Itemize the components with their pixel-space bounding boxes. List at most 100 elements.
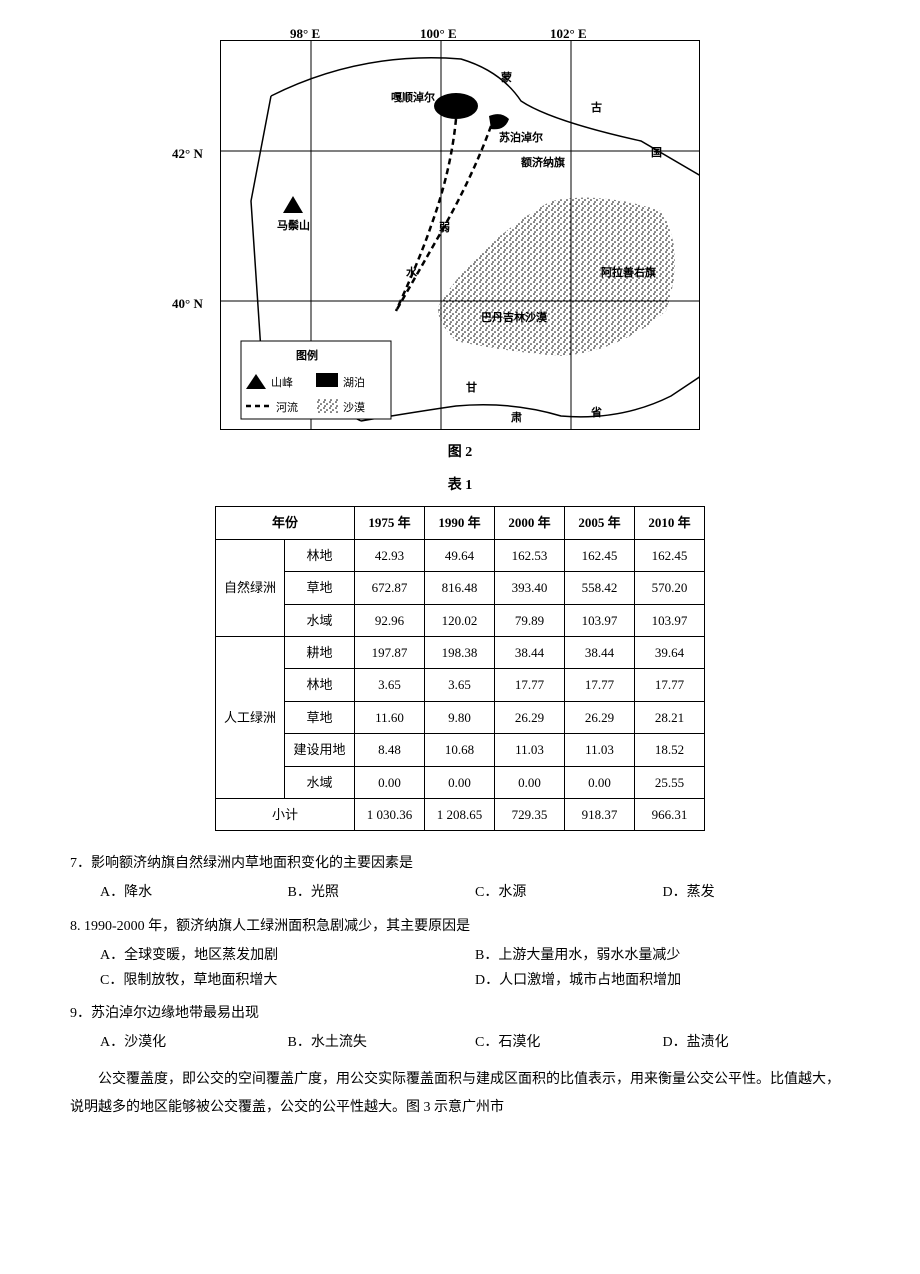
map-figure: 蒙 古 国 嘎顺淖尔 苏泊淖尔 额济纳旗 马鬃山 弱 水 阿拉善右旗 巴丹吉林沙…	[220, 40, 700, 430]
cell: 103.97	[565, 604, 635, 636]
label-mazong: 马鬃山	[277, 218, 310, 232]
lon-label-0: 98° E	[290, 22, 320, 45]
q9-c: C．石漠化	[475, 1030, 663, 1055]
label-mongolia1: 蒙	[501, 70, 512, 84]
year-2: 2000 年	[495, 507, 565, 539]
cell: 25.55	[635, 766, 705, 798]
cell: 3.65	[425, 669, 495, 701]
label-ejina: 额济纳旗	[521, 155, 565, 169]
q9-a: A．沙漠化	[100, 1030, 288, 1055]
cell: 558.42	[565, 572, 635, 604]
row-label: 水域	[285, 604, 355, 636]
legend-title: 图例	[296, 348, 318, 362]
q7-a: A．降水	[100, 880, 288, 905]
cell: 9.80	[425, 701, 495, 733]
row-label: 水域	[285, 766, 355, 798]
legend-desert: 沙漠	[343, 401, 365, 414]
cell: 11.60	[355, 701, 425, 733]
lon-label-2: 102° E	[550, 22, 587, 45]
label-shui: 水	[406, 265, 418, 279]
river-branch	[396, 119, 456, 311]
label-sheng: 省	[590, 405, 602, 419]
table-row: 林地 3.65 3.65 17.77 17.77 17.77	[215, 669, 704, 701]
table-row: 草地 672.87 816.48 393.40 558.42 570.20	[215, 572, 704, 604]
cell: 0.00	[355, 766, 425, 798]
mountain-marker	[283, 196, 303, 213]
cell: 17.77	[565, 669, 635, 701]
cell: 816.48	[425, 572, 495, 604]
row-label: 草地	[285, 572, 355, 604]
label-su: 肃	[511, 410, 522, 424]
legend-lake: 湖泊	[343, 376, 365, 389]
map-caption: 图 2	[70, 440, 850, 465]
label-gashun: 嘎顺淖尔	[391, 90, 435, 104]
cell: 0.00	[495, 766, 565, 798]
cell: 570.20	[635, 572, 705, 604]
label-alashan: 阿拉善右旗	[601, 265, 656, 279]
legend-river: 河流	[276, 400, 298, 414]
row-label: 林地	[285, 539, 355, 571]
cell: 39.64	[635, 636, 705, 668]
table-row: 自然绿洲 林地 42.93 49.64 162.53 162.45 162.45	[215, 539, 704, 571]
cell: 26.29	[495, 701, 565, 733]
data-table: 年份 1975 年 1990 年 2000 年 2005 年 2010 年 自然…	[215, 506, 705, 831]
q9-b: B．水土流失	[288, 1030, 476, 1055]
lake-subo	[489, 114, 509, 129]
row-label: 耕地	[285, 636, 355, 668]
table-header-row: 年份 1975 年 1990 年 2000 年 2005 年 2010 年	[215, 507, 704, 539]
q8-c: C．限制放牧，草地面积增大	[100, 968, 475, 993]
year-0: 1975 年	[355, 507, 425, 539]
cell: 17.77	[635, 669, 705, 701]
lat-label-0: 42° N	[172, 142, 203, 165]
cell: 18.52	[635, 734, 705, 766]
cell: 42.93	[355, 539, 425, 571]
table-row: 水域 0.00 0.00 0.00 0.00 25.55	[215, 766, 704, 798]
cell: 79.89	[495, 604, 565, 636]
q8-a: A．全球变暖，地区蒸发加剧	[100, 943, 475, 968]
table-row: 建设用地 8.48 10.68 11.03 11.03 18.52	[215, 734, 704, 766]
row-label: 草地	[285, 701, 355, 733]
lon-label-1: 100° E	[420, 22, 457, 45]
legend-desert-icon	[316, 399, 338, 413]
label-badain: 巴丹吉林沙漠	[481, 310, 548, 324]
cell: 26.29	[565, 701, 635, 733]
year-label: 年份	[215, 507, 354, 539]
label-subo: 苏泊淖尔	[499, 130, 543, 144]
border-south	[361, 376, 700, 421]
cell: 10.68	[425, 734, 495, 766]
cell: 0.00	[565, 766, 635, 798]
cell: 120.02	[425, 604, 495, 636]
q7-c: C．水源	[475, 880, 663, 905]
subtotal-label: 小计	[215, 798, 354, 830]
cell: 729.35	[495, 798, 565, 830]
q8-stem: 8. 1990-2000 年，额济纳旗人工绿洲面积急剧减少，其主要原因是	[70, 914, 850, 939]
cell: 197.87	[355, 636, 425, 668]
cell: 92.96	[355, 604, 425, 636]
cell: 672.87	[355, 572, 425, 604]
q8-d: D．人口激增，城市占地面积增加	[475, 968, 850, 993]
row-label: 林地	[285, 669, 355, 701]
label-gan: 甘	[466, 380, 477, 394]
border-north	[271, 58, 700, 176]
table-caption: 表 1	[70, 473, 850, 498]
cell: 49.64	[425, 539, 495, 571]
cell: 28.21	[635, 701, 705, 733]
table-row: 草地 11.60 9.80 26.29 26.29 28.21	[215, 701, 704, 733]
cell: 38.44	[495, 636, 565, 668]
table-row: 水域 92.96 120.02 79.89 103.97 103.97	[215, 604, 704, 636]
cell: 918.37	[565, 798, 635, 830]
label-ruo: 弱	[439, 221, 450, 234]
group-label-1: 人工绿洲	[215, 636, 284, 798]
table-subtotal-row: 小计 1 030.36 1 208.65 729.35 918.37 966.3…	[215, 798, 704, 830]
cell: 966.31	[635, 798, 705, 830]
q7-b: B．光照	[288, 880, 476, 905]
map-svg: 蒙 古 国 嘎顺淖尔 苏泊淖尔 额济纳旗 马鬃山 弱 水 阿拉善右旗 巴丹吉林沙…	[220, 40, 700, 430]
cell: 8.48	[355, 734, 425, 766]
lake-gashun	[434, 93, 478, 119]
q8-options: A．全球变暖，地区蒸发加剧 B．上游大量用水，弱水水量减少 C．限制放牧，草地面…	[100, 943, 850, 993]
cell: 38.44	[565, 636, 635, 668]
q9-d: D．盐渍化	[663, 1030, 851, 1055]
group-label-0: 自然绿洲	[215, 539, 284, 636]
year-4: 2010 年	[635, 507, 705, 539]
row-label: 建设用地	[285, 734, 355, 766]
